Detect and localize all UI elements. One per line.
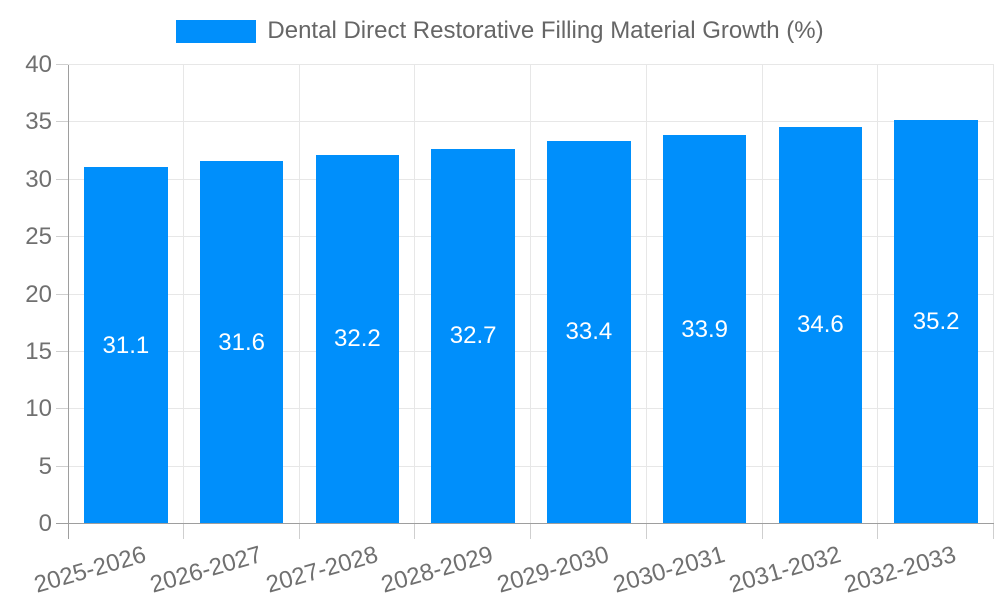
bar-slot: 34.6 [763, 65, 879, 524]
legend[interactable]: Dental Direct Restorative Filling Materi… [0, 12, 1000, 50]
x-axis-tick [530, 524, 531, 539]
x-axis-tick [414, 524, 416, 539]
x-tick-label: 2027-2028 [262, 541, 381, 599]
y-axis-tick [56, 465, 68, 467]
y-axis-tick [56, 408, 68, 410]
bar-value-label: 34.6 [797, 311, 844, 339]
bar-slot: 35.2 [878, 65, 994, 524]
y-tick-label: 30 [25, 165, 52, 193]
x-tick-label: 2026-2027 [147, 541, 265, 599]
h-gridline [68, 465, 994, 467]
x-tick-label: 2030-2031 [610, 541, 728, 599]
bar-value-label: 35.2 [912, 308, 960, 336]
bar-slot: 31.1 [68, 65, 184, 524]
y-axis-tick [56, 178, 68, 180]
h-gridline [68, 121, 994, 123]
bar-value-label: 31.6 [218, 328, 265, 356]
bar-2025-2026 [84, 167, 168, 524]
x-axis-tick [182, 524, 184, 539]
bar-slot: 33.9 [647, 65, 763, 524]
h-gridline [68, 293, 994, 295]
bar-2031-2032 [778, 126, 863, 524]
v-gridline [993, 65, 994, 524]
bar-value-label: 31.1 [102, 331, 150, 359]
x-axis-tick [645, 524, 647, 539]
h-gridline [68, 64, 994, 65]
y-axis-labels: 0 5 10 15 20 25 30 35 40 [0, 53, 52, 536]
x-axis-tick [993, 524, 994, 539]
y-axis-line [68, 65, 69, 539]
y-axis-tick [56, 293, 68, 295]
v-gridline [298, 65, 300, 524]
bar-value-label: 33.4 [565, 318, 613, 346]
v-gridline [761, 65, 763, 524]
y-tick-label: 25 [25, 223, 52, 251]
bar-2030-2031 [662, 135, 747, 524]
bar-value-label: 33.9 [681, 315, 728, 343]
bar-value-label: 32.7 [449, 322, 497, 350]
h-gridline [68, 350, 994, 352]
h-gridline [68, 408, 994, 410]
y-tick-label: 5 [38, 452, 52, 480]
bar-slot: 32.2 [300, 65, 416, 524]
v-gridline [414, 65, 416, 524]
y-tick-label: 40 [25, 51, 52, 78]
y-axis-tick [56, 64, 68, 65]
bar-2028-2029 [431, 148, 515, 524]
x-axis-tick [298, 524, 300, 539]
x-tick-label: 2032-2033 [841, 541, 960, 599]
bar-slot: 33.4 [531, 65, 647, 524]
bar-2032-2033 [894, 120, 978, 524]
v-gridline [645, 65, 647, 524]
bar-2027-2028 [315, 154, 400, 524]
x-axis-tick [877, 524, 879, 539]
bar-slot: 32.7 [415, 65, 531, 524]
y-axis-tick [56, 350, 68, 352]
bar-2026-2027 [199, 161, 284, 524]
x-tick-label: 2029-2030 [494, 541, 613, 599]
bar-2029-2030 [547, 140, 631, 524]
y-tick-label: 20 [25, 280, 52, 308]
legend-label: Dental Direct Restorative Filling Materi… [267, 17, 824, 44]
h-gridline [68, 236, 994, 238]
bar-slot: 31.6 [184, 65, 300, 524]
plot-area: 31.1 31.6 32.2 32.7 33.4 33.9 34.6 35.2 [56, 64, 994, 539]
bar-value-label: 32.2 [334, 325, 381, 353]
y-tick-label: 35 [25, 108, 52, 136]
h-gridline [68, 178, 994, 180]
x-axis-line [56, 523, 994, 524]
legend-swatch-icon [176, 19, 257, 43]
y-axis-tick [56, 121, 68, 123]
x-axis-tick [761, 524, 763, 539]
y-tick-label: 0 [38, 510, 52, 537]
v-gridline [877, 65, 879, 524]
x-tick-label: 2025-2026 [31, 541, 150, 599]
y-tick-label: 10 [25, 395, 52, 423]
v-gridline [530, 65, 531, 524]
x-tick-label: 2028-2029 [378, 541, 497, 599]
x-tick-label: 2031-2032 [725, 541, 844, 599]
y-axis-tick [56, 236, 68, 238]
y-tick-label: 15 [25, 337, 52, 365]
v-gridline [182, 65, 184, 524]
x-axis-labels: 2025-2026 2026-2027 2027-2028 2028-2029 2029… [31, 540, 994, 600]
